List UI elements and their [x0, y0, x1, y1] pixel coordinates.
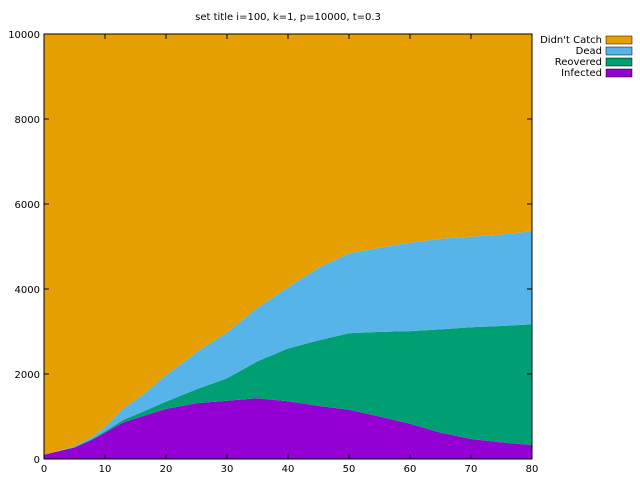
x-tick-label: 0: [41, 464, 47, 475]
x-tick-label: 30: [221, 464, 234, 475]
legend-label-dead: Dead: [576, 46, 602, 57]
y-tick-label: 8000: [15, 115, 40, 126]
legend-swatch-infected: [605, 68, 633, 78]
legend-swatch-reovered: [605, 57, 633, 67]
area-didn-t-catch: [44, 34, 532, 455]
area-infected: [44, 398, 532, 459]
area-dead: [44, 231, 532, 455]
y-tick-label: 4000: [15, 285, 40, 296]
legend-label-reovered: Reovered: [555, 57, 602, 68]
y-tick-label: 6000: [15, 200, 40, 211]
y-tick-label: 2000: [15, 370, 40, 381]
x-tick-label: 70: [465, 464, 478, 475]
x-tick-label: 50: [343, 464, 356, 475]
x-tick-label: 80: [526, 464, 539, 475]
x-tick-label: 20: [160, 464, 173, 475]
legend-swatch-didn-t-catch: [605, 35, 633, 45]
area-series-group: [44, 34, 532, 459]
area-reovered: [44, 324, 532, 455]
legend-label-infected: Infected: [561, 68, 602, 79]
y-tick-label: 10000: [8, 30, 40, 41]
axes-group: 0 10 20 30 40 50 60 70 80 0 2000 4000 6000 8000 10000: [8, 30, 538, 475]
x-tick-label: 60: [404, 464, 417, 475]
chart-title: set title i=100, k=1, p=10000, t=0.3: [195, 12, 381, 23]
legend-swatch-dead: [605, 46, 633, 56]
x-tick-label: 10: [99, 464, 112, 475]
x-tick-label: 40: [282, 464, 295, 475]
legend-label-didn-t-catch: Didn't Catch: [540, 35, 602, 46]
y-tick-label: 0: [34, 455, 40, 466]
